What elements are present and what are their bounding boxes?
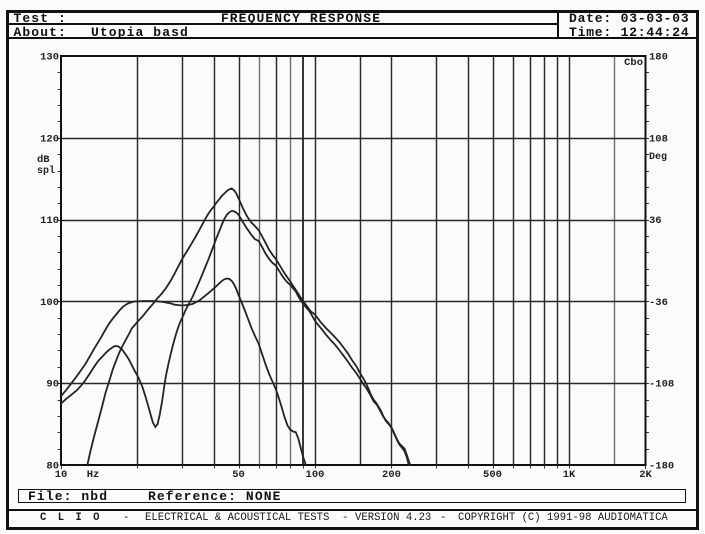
svg-text:-36: -36 bbox=[649, 297, 668, 309]
svg-text:10: 10 bbox=[55, 469, 68, 481]
svg-text:spl: spl bbox=[37, 165, 55, 177]
svg-text:100: 100 bbox=[40, 297, 59, 309]
svg-text:120: 120 bbox=[40, 133, 59, 145]
svg-text:90: 90 bbox=[46, 379, 59, 391]
svg-text:Deg: Deg bbox=[649, 152, 667, 163]
svg-text:-108: -108 bbox=[649, 379, 674, 391]
svg-text:130: 130 bbox=[40, 52, 59, 64]
svg-text:200: 200 bbox=[382, 469, 401, 481]
svg-text:500: 500 bbox=[483, 469, 502, 481]
svg-text:-180: -180 bbox=[649, 461, 674, 473]
svg-text:80: 80 bbox=[46, 461, 59, 473]
svg-text:108: 108 bbox=[649, 133, 668, 145]
svg-text:100: 100 bbox=[306, 469, 325, 481]
svg-text:110: 110 bbox=[40, 215, 59, 227]
svg-text:2K: 2K bbox=[639, 469, 652, 481]
svg-text:50: 50 bbox=[232, 469, 245, 481]
svg-text:Cbo: Cbo bbox=[624, 57, 643, 69]
svg-text:dB: dB bbox=[37, 154, 50, 166]
svg-text:36: 36 bbox=[649, 215, 662, 227]
svg-text:Hz: Hz bbox=[87, 469, 100, 481]
svg-text:180: 180 bbox=[649, 52, 668, 64]
svg-text:1K: 1K bbox=[563, 469, 576, 481]
